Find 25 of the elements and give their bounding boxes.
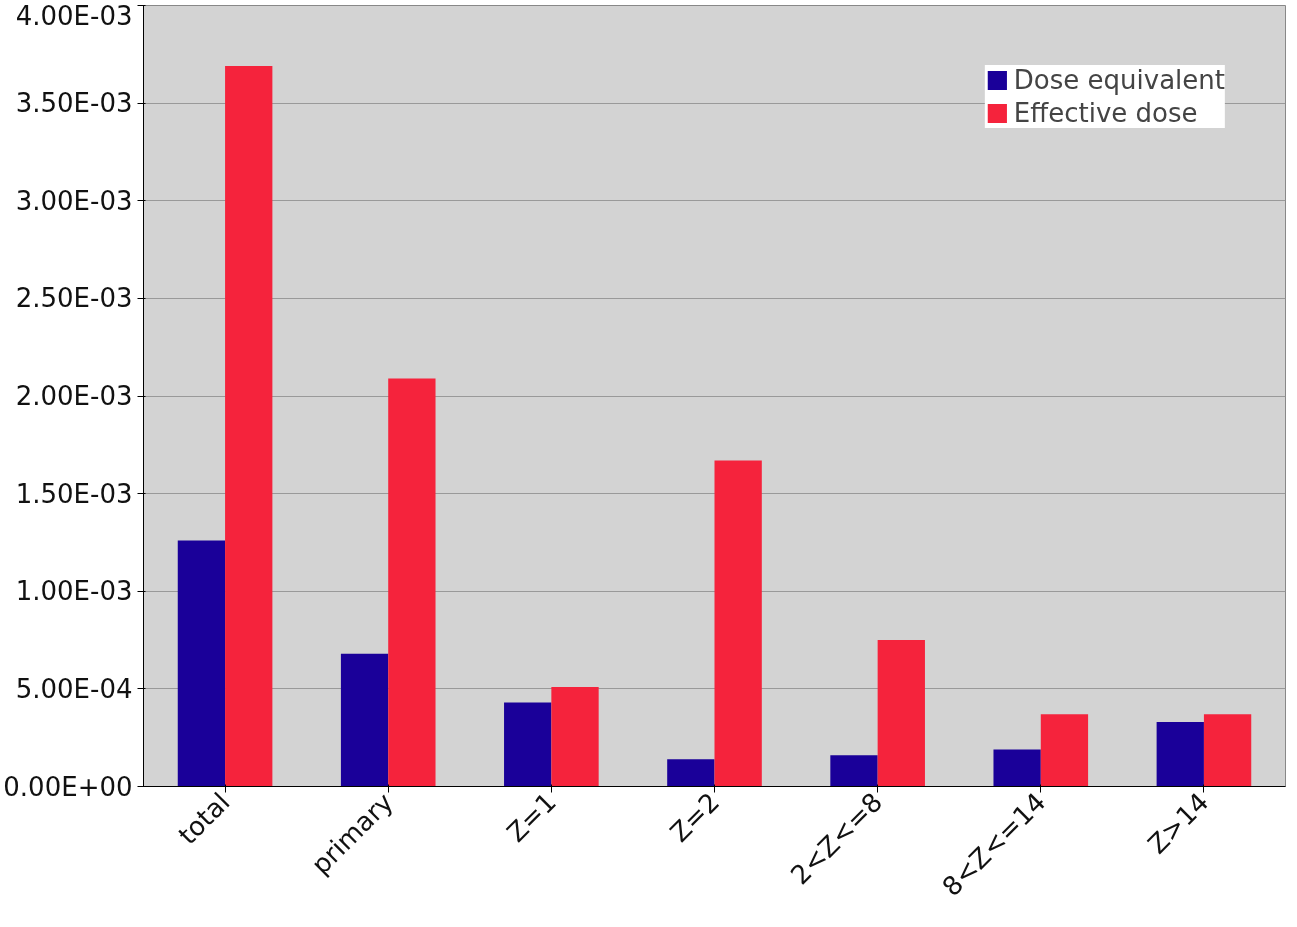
bar: [877, 640, 925, 787]
y-tick-label: 3.50E-03: [15, 88, 133, 119]
bar: [667, 759, 715, 787]
y-tick-label: 4.00E-03: [15, 0, 133, 31]
legend-label: Dose equivalent: [1013, 65, 1225, 95]
y-tick-label: 1.50E-03: [15, 478, 133, 509]
bar: [225, 66, 273, 787]
legend-label: Effective dose: [1013, 98, 1198, 128]
y-tick-label: 5.00E-04: [15, 673, 133, 704]
bar: [388, 378, 436, 787]
y-tick-label: 2.50E-03: [15, 283, 133, 314]
bar: [830, 755, 878, 787]
bar: [714, 460, 762, 787]
bar: [340, 653, 389, 787]
bar: [1156, 722, 1204, 787]
bar: [177, 540, 226, 787]
y-tick-label: 1.00E-03: [15, 576, 133, 607]
bar: [1040, 714, 1089, 787]
bar: [993, 749, 1041, 787]
y-tick-label: 0.00E+00: [3, 771, 133, 802]
y-tick-label: 3.00E-03: [15, 185, 133, 216]
bar: [551, 686, 599, 787]
y-tick-label: 2.00E-03: [15, 381, 133, 411]
bar: [504, 702, 552, 787]
bar: [1203, 714, 1252, 787]
